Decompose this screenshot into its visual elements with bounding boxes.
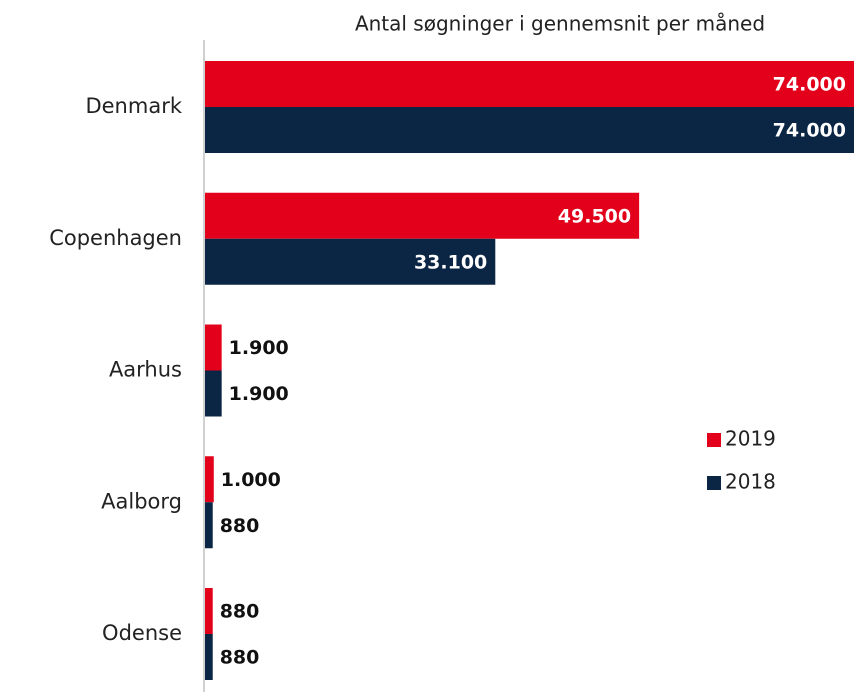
category-label: Odense xyxy=(102,621,182,645)
chart-title: Antal søgninger i gennemsnit per måned xyxy=(355,12,765,36)
data-label: 880 xyxy=(220,515,260,537)
data-label: 49.500 xyxy=(558,205,631,227)
bar xyxy=(205,634,213,680)
bar xyxy=(205,107,854,153)
data-label: 880 xyxy=(220,601,260,623)
data-label: 1.000 xyxy=(221,469,281,491)
category-label: Aarhus xyxy=(109,358,182,382)
legend-label: 2019 xyxy=(725,427,776,451)
legend-swatch xyxy=(707,433,721,447)
bar xyxy=(205,588,213,634)
category-label: Denmark xyxy=(85,94,182,118)
category-label: Aalborg xyxy=(101,489,182,513)
data-label: 74.000 xyxy=(773,120,846,142)
category-label: Copenhagen xyxy=(49,226,182,250)
bar xyxy=(205,324,222,371)
bar xyxy=(205,456,214,503)
data-label: 74.000 xyxy=(773,74,846,96)
bar xyxy=(205,61,854,107)
data-label: 880 xyxy=(220,647,260,669)
bar xyxy=(205,502,213,549)
bar xyxy=(205,370,222,417)
legend-label: 2018 xyxy=(725,470,776,494)
legend-swatch xyxy=(707,476,721,490)
bar xyxy=(205,238,496,285)
data-label: 1.900 xyxy=(229,383,289,405)
data-label: 33.100 xyxy=(414,251,487,273)
bar xyxy=(205,192,640,239)
data-label: 1.900 xyxy=(229,337,289,359)
